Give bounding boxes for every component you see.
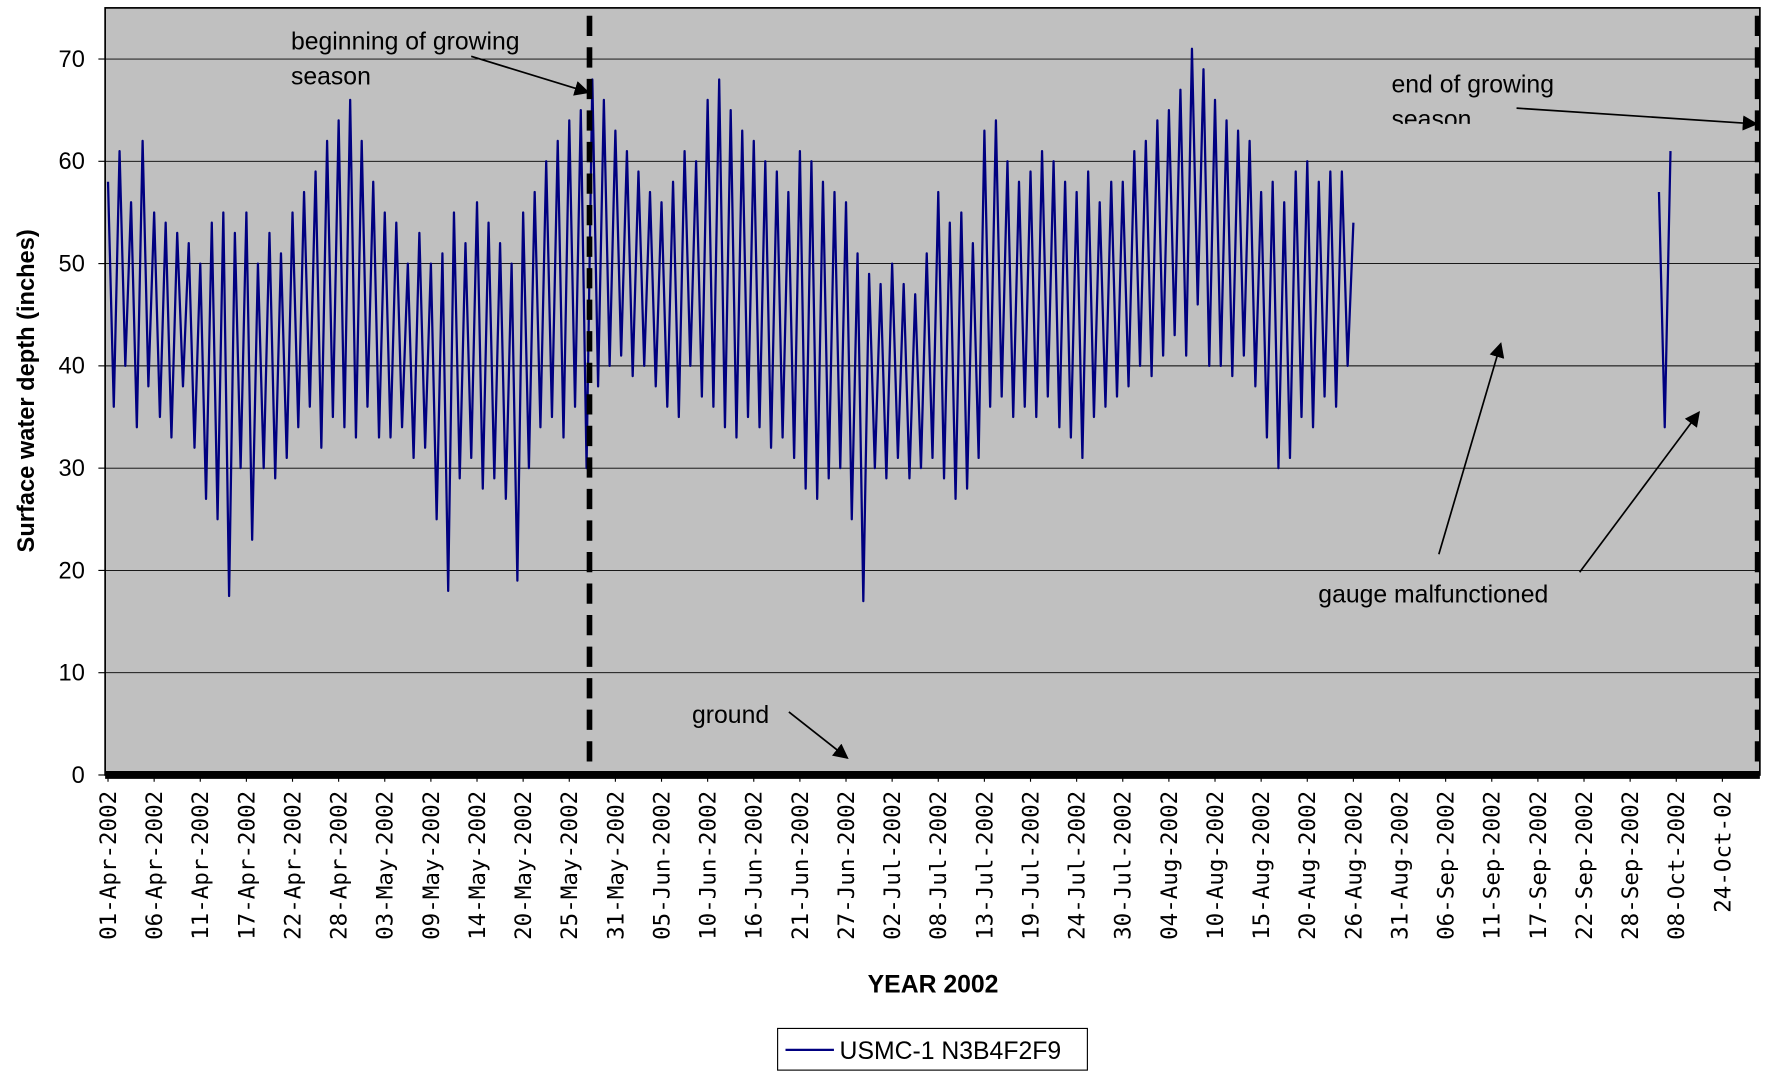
x-tick-label: 13-Jul-2002 [972,791,998,940]
annotation-line: ground [692,702,769,729]
x-tick-label: 25-May-2002 [557,791,583,940]
x-tick-label: 10-Jun-2002 [696,791,722,940]
legend: USMC-1 N3B4F2F9 [777,1027,1088,1071]
annotation-arrow [470,55,590,96]
plot-area [105,7,1760,775]
x-tick-label: 03-May-2002 [373,791,399,940]
annotation-arrow [1578,411,1700,573]
annotation-arrow [788,711,849,760]
annotation-begin: beginning of growing season [291,29,590,96]
annotation-arrow [1516,107,1759,131]
annotation-line: season [1392,106,1472,133]
x-tick-label: 20-Aug-2002 [1295,791,1321,940]
annotation-line: gauge malfunctioned [1318,582,1548,609]
data-line [106,47,1672,603]
y-tick-label: 70 [59,47,85,73]
x-tick-label: 22-Sep-2002 [1572,791,1598,940]
legend-label: USMC-1 N3B4F2F9 [840,1038,1062,1065]
x-tick-label: 28-Apr-2002 [327,791,353,940]
x-tick-label: 08-Oct-2002 [1664,791,1690,940]
x-tick-label: 06-Sep-2002 [1434,791,1460,940]
x-tick-label: 21-Jun-2002 [788,791,814,940]
y-axis: 0 10 20 30 40 50 60 70 [59,47,106,789]
annotation-line: end of growing [1392,71,1554,98]
annotation-arrow [1438,342,1505,555]
y-tick-label: 0 [72,763,85,789]
x-tick-label: 24-Oct-02 [1710,791,1736,913]
y-tick-label: 20 [59,558,85,584]
x-axis: 01-Apr-2002 06-Apr-2002 11-Apr-2002 17-Apr-… [96,774,1736,940]
x-tick-label: 19-Jul-2002 [1018,791,1044,940]
x-tick-label: 28-Sep-2002 [1618,791,1644,940]
annotation-clip: season [1392,106,1472,133]
x-tick-label: 08-Jul-2002 [926,791,952,940]
x-tick-label: 31-May-2002 [603,791,629,940]
y-axis-title: Surface water depth (inches) [14,229,40,552]
x-tick-label: 01-Apr-2002 [96,791,122,940]
x-tick-label: 05-Jun-2002 [649,791,675,940]
x-tick-label: 22-Apr-2002 [280,791,306,940]
annotation-ground: ground [692,702,849,760]
x-tick-label: 24-Jul-2002 [1065,791,1091,940]
x-tick-label: 11-Apr-2002 [188,791,214,940]
x-axis-title: YEAR 2002 [868,971,999,998]
y-tick-label: 40 [59,354,85,380]
y-tick-label: 10 [59,661,85,687]
annotation-gauge: gauge malfunctioned [1318,342,1700,609]
x-tick-label: 27-Jun-2002 [834,791,860,940]
x-tick-label: 04-Aug-2002 [1157,791,1183,940]
y-tick-label: 50 [59,251,85,277]
x-tick-label: 31-Aug-2002 [1387,791,1413,940]
series-layer [106,47,1672,603]
annotation-line: season [291,63,371,90]
x-tick-label: 26-Aug-2002 [1341,791,1367,940]
annotation-end: end of growing season [1392,71,1759,133]
x-tick-label: 17-Apr-2002 [234,791,260,940]
y-tick-label: 30 [59,456,85,482]
x-tick-label: 09-May-2002 [419,791,445,940]
x-tick-label: 20-May-2002 [511,791,537,940]
x-tick-label: 10-Aug-2002 [1203,791,1229,940]
x-tick-label: 17-Sep-2002 [1526,791,1552,940]
y-tick-label: 60 [59,149,85,175]
x-tick-label: 06-Apr-2002 [142,791,168,940]
x-tick-label: 02-Jul-2002 [880,791,906,940]
x-tick-label: 30-Jul-2002 [1111,791,1137,940]
annotation-line: beginning of growing [291,29,520,56]
x-tick-label: 11-Sep-2002 [1480,791,1506,940]
x-tick-label: 15-Aug-2002 [1249,791,1275,940]
x-tick-label: 14-May-2002 [465,791,491,940]
x-tick-label: 16-Jun-2002 [742,791,768,940]
